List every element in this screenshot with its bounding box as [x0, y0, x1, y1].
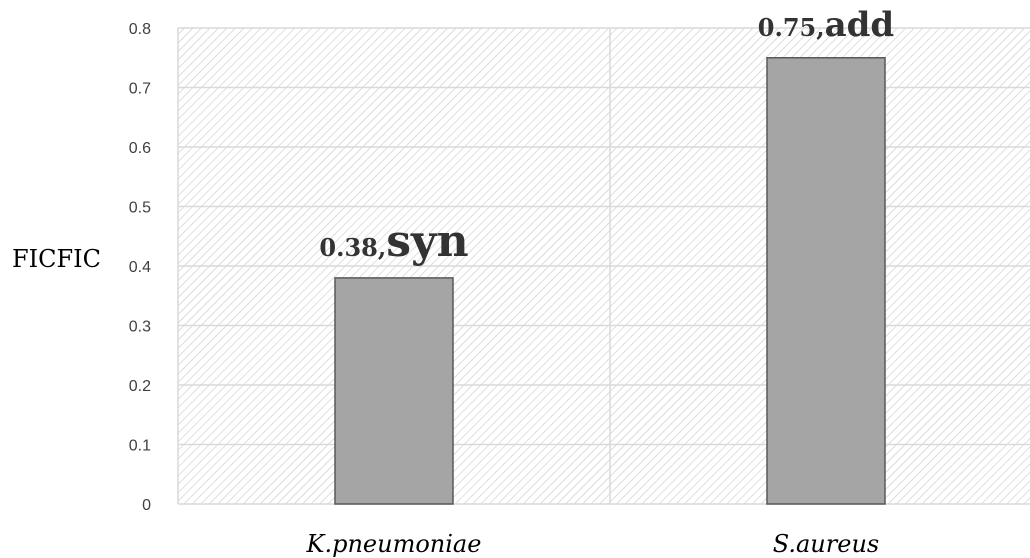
- data-label-value: 0.75,: [758, 13, 825, 42]
- gridlines: [177, 27, 1030, 505]
- y-tick-label: 0.3: [129, 319, 151, 336]
- y-tick-label: 0.5: [129, 200, 151, 217]
- y-tick-label: 0.2: [129, 378, 151, 395]
- bars: [334, 57, 886, 505]
- data-label-value: 0.38,: [319, 233, 386, 262]
- y-tick-label: 0.7: [129, 81, 151, 98]
- x-axis-ticks: K.pneumoniae S.aureus: [306, 530, 880, 558]
- x-tick-label: K.pneumoniae: [306, 530, 482, 558]
- data-label-word: add: [825, 5, 895, 45]
- y-axis-ticks: 0 0.1 0.2 0.3 0.4 0.5 0.6 0.7 0.8: [129, 21, 151, 514]
- bar: [334, 277, 454, 505]
- y-tick-label: 0: [142, 497, 151, 514]
- data-label: 0.75,add: [758, 5, 894, 45]
- y-tick-label: 0.4: [129, 259, 151, 276]
- data-label: 0.38,syn: [319, 216, 468, 267]
- bar: [766, 57, 886, 505]
- x-tick-label: S.aureus: [773, 530, 879, 558]
- data-label-word: syn: [386, 216, 468, 267]
- y-tick-label: 0.8: [129, 21, 151, 38]
- y-axis-label: FICFIC: [12, 245, 101, 273]
- data-labels: 0.38,syn 0.75,add: [319, 5, 894, 267]
- y-tick-label: 0.1: [129, 438, 151, 455]
- y-tick-label: 0.6: [129, 140, 151, 157]
